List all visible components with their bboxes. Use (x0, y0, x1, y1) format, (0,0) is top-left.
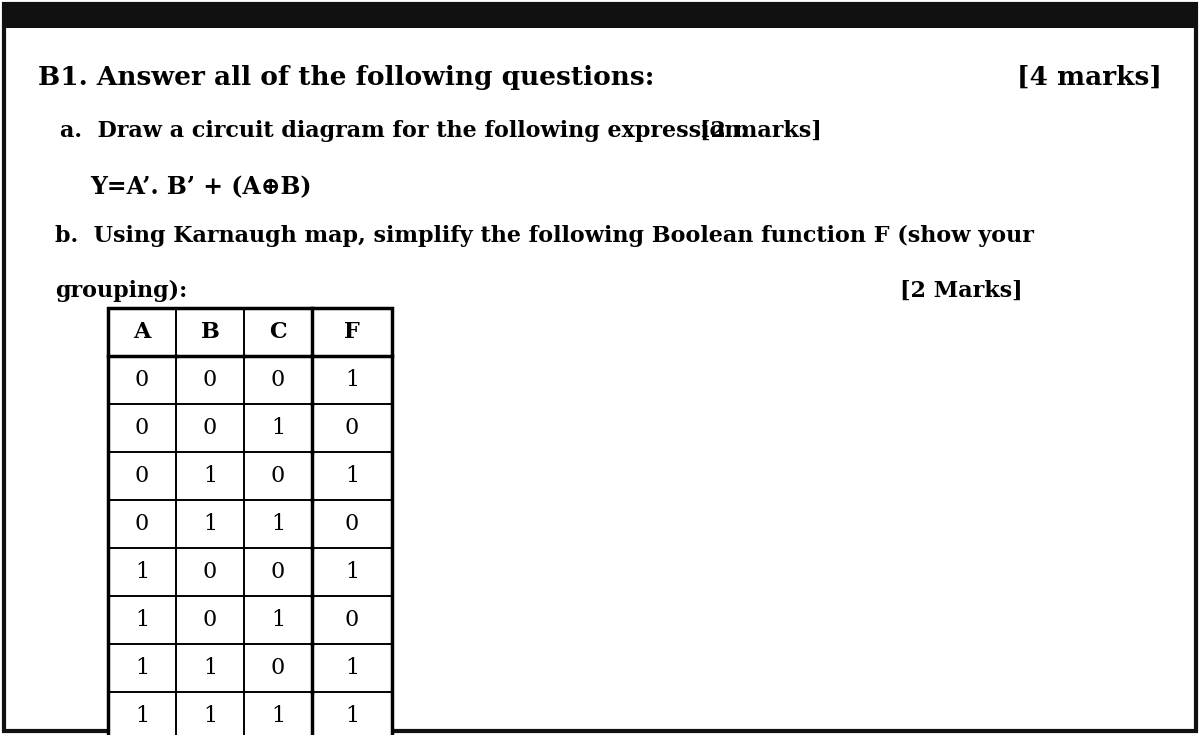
Bar (176, 308, 244, 356)
Bar (108, 500, 176, 548)
Bar (244, 500, 312, 548)
Bar (176, 644, 244, 692)
Text: 1: 1 (344, 657, 359, 679)
Text: A: A (133, 321, 151, 343)
Bar (176, 500, 244, 548)
Bar (108, 596, 176, 644)
Text: 0: 0 (271, 657, 286, 679)
Text: 0: 0 (344, 513, 359, 535)
Text: 0: 0 (203, 417, 217, 439)
Text: 1: 1 (344, 465, 359, 487)
Text: 1: 1 (344, 561, 359, 583)
Text: 0: 0 (203, 561, 217, 583)
Bar (312, 644, 392, 692)
Bar (312, 548, 392, 596)
Text: 0: 0 (134, 465, 149, 487)
Bar (244, 404, 312, 452)
Bar (108, 452, 176, 500)
Bar (176, 452, 244, 500)
Bar (312, 308, 392, 356)
Bar (244, 692, 312, 735)
Text: B: B (200, 321, 220, 343)
Bar (244, 548, 312, 596)
Text: 1: 1 (134, 609, 149, 631)
Bar (176, 356, 244, 404)
Text: 0: 0 (271, 561, 286, 583)
Bar (312, 452, 392, 500)
Text: F: F (344, 321, 360, 343)
Text: 0: 0 (134, 369, 149, 391)
Text: 1: 1 (134, 705, 149, 727)
Text: [2 marks]: [2 marks] (700, 120, 822, 142)
Bar (244, 644, 312, 692)
Bar (244, 452, 312, 500)
Text: 1: 1 (203, 465, 217, 487)
Bar (244, 356, 312, 404)
Text: 0: 0 (134, 417, 149, 439)
Text: 0: 0 (344, 417, 359, 439)
Bar (312, 500, 392, 548)
Text: B1. Answer all of the following questions:: B1. Answer all of the following question… (38, 65, 654, 90)
Text: 0: 0 (344, 609, 359, 631)
Text: 1: 1 (344, 705, 359, 727)
Bar (108, 308, 392, 735)
Text: Y=A’. B’ + (A⊕B): Y=A’. B’ + (A⊕B) (90, 175, 312, 199)
Text: [4 marks]: [4 marks] (1018, 65, 1162, 90)
Text: 0: 0 (134, 513, 149, 535)
Text: grouping):: grouping): (55, 280, 187, 302)
Bar (312, 596, 392, 644)
Text: b.  Using Karnaugh map, simplify the following Boolean function F (show your: b. Using Karnaugh map, simplify the foll… (55, 225, 1034, 247)
Bar (312, 692, 392, 735)
Text: 1: 1 (134, 561, 149, 583)
Bar (4, 4, 1196, 28)
Bar (108, 356, 176, 404)
Bar (312, 356, 392, 404)
Text: 0: 0 (271, 369, 286, 391)
Bar (176, 548, 244, 596)
Text: 1: 1 (203, 657, 217, 679)
Text: 1: 1 (134, 657, 149, 679)
Text: 1: 1 (271, 609, 286, 631)
Bar (108, 548, 176, 596)
Text: 0: 0 (203, 609, 217, 631)
Text: a.  Draw a circuit diagram for the following expression:: a. Draw a circuit diagram for the follow… (60, 120, 749, 142)
Bar (108, 644, 176, 692)
Text: 0: 0 (271, 465, 286, 487)
Text: 1: 1 (271, 513, 286, 535)
Bar (244, 596, 312, 644)
Bar (108, 404, 176, 452)
Bar (176, 404, 244, 452)
Text: 1: 1 (203, 513, 217, 535)
Text: 1: 1 (344, 369, 359, 391)
Bar (108, 692, 176, 735)
Bar (176, 692, 244, 735)
Bar (244, 308, 312, 356)
Bar (312, 404, 392, 452)
Text: 1: 1 (271, 705, 286, 727)
Text: 0: 0 (203, 369, 217, 391)
Bar (108, 308, 176, 356)
Text: 1: 1 (203, 705, 217, 727)
Text: [2 Marks]: [2 Marks] (900, 280, 1022, 302)
Text: C: C (269, 321, 287, 343)
Text: 1: 1 (271, 417, 286, 439)
Bar (176, 596, 244, 644)
